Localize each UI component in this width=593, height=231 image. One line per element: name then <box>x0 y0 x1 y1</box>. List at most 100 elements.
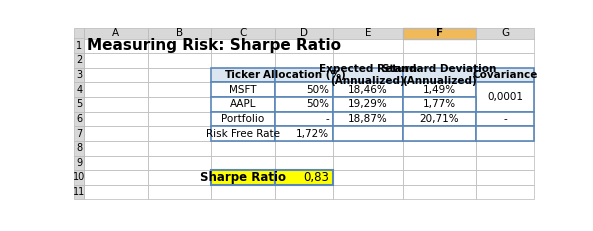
Bar <box>403 112 476 126</box>
Bar <box>476 155 534 170</box>
Text: B: B <box>176 28 183 38</box>
Bar <box>333 97 403 112</box>
Bar <box>148 155 211 170</box>
Text: A: A <box>113 28 120 38</box>
Bar <box>476 126 534 141</box>
Bar <box>333 112 403 126</box>
Bar <box>403 68 476 82</box>
Text: 19,29%: 19,29% <box>348 99 388 109</box>
Bar <box>84 141 148 155</box>
Bar <box>333 82 403 97</box>
Bar <box>148 126 211 141</box>
Bar <box>333 97 403 112</box>
Bar <box>403 28 476 39</box>
Bar <box>476 126 534 141</box>
Bar <box>476 68 534 82</box>
Bar <box>275 28 333 39</box>
Bar <box>84 155 148 170</box>
Bar <box>275 141 333 155</box>
Bar <box>333 39 403 53</box>
Bar <box>74 97 84 112</box>
Bar <box>148 68 211 82</box>
Bar <box>74 170 84 185</box>
Bar <box>275 82 333 97</box>
Bar <box>333 126 403 141</box>
Bar <box>476 53 534 68</box>
Bar <box>211 97 275 112</box>
Text: 5: 5 <box>76 99 82 109</box>
Bar <box>476 170 534 185</box>
Bar <box>84 112 148 126</box>
Text: 20,71%: 20,71% <box>420 114 460 124</box>
Bar <box>275 97 333 112</box>
Text: 9: 9 <box>76 158 82 168</box>
Bar <box>476 28 534 39</box>
Bar <box>403 82 476 97</box>
Bar <box>403 170 476 185</box>
Bar <box>275 185 333 199</box>
Bar <box>476 141 534 155</box>
Text: Standard Deviation
(Annualized): Standard Deviation (Annualized) <box>382 64 497 86</box>
Bar <box>476 82 534 97</box>
Bar <box>84 39 148 53</box>
Text: 10: 10 <box>73 173 85 182</box>
Bar <box>84 28 148 39</box>
Text: -: - <box>503 114 507 124</box>
Bar <box>148 185 211 199</box>
Text: 2: 2 <box>76 55 82 65</box>
Text: 7: 7 <box>76 129 82 139</box>
Bar <box>403 126 476 141</box>
Bar <box>74 53 84 68</box>
Bar <box>275 170 333 185</box>
Text: 18,46%: 18,46% <box>348 85 388 95</box>
Bar <box>476 39 534 53</box>
Text: -: - <box>326 114 329 124</box>
Text: Covariance: Covariance <box>473 70 538 80</box>
Bar <box>403 112 476 126</box>
Bar <box>211 112 275 126</box>
Text: 1,77%: 1,77% <box>423 99 456 109</box>
Bar <box>333 28 403 39</box>
Text: 6: 6 <box>76 114 82 124</box>
Bar <box>476 112 534 126</box>
Bar <box>211 141 275 155</box>
Bar <box>211 185 275 199</box>
Bar <box>275 155 333 170</box>
Bar <box>148 53 211 68</box>
Bar <box>211 68 275 82</box>
Bar <box>275 170 333 185</box>
Bar <box>74 155 84 170</box>
Bar <box>84 185 148 199</box>
Bar <box>403 82 476 97</box>
Bar <box>275 126 333 141</box>
Bar <box>403 185 476 199</box>
Bar <box>333 155 403 170</box>
Bar <box>148 39 211 53</box>
Bar <box>403 39 476 53</box>
Text: Sharpe Ratio: Sharpe Ratio <box>200 171 286 184</box>
Bar <box>74 82 84 97</box>
Bar <box>148 170 211 185</box>
Bar <box>84 97 148 112</box>
Bar <box>275 112 333 126</box>
Bar <box>148 112 211 126</box>
Bar <box>333 68 403 82</box>
Bar <box>333 170 403 185</box>
Bar <box>403 53 476 68</box>
Bar <box>403 126 476 141</box>
Bar <box>211 170 275 185</box>
Bar <box>333 185 403 199</box>
Bar <box>275 82 333 97</box>
Text: 0,83: 0,83 <box>303 171 329 184</box>
Text: 1,49%: 1,49% <box>423 85 456 95</box>
Text: 0,0001: 0,0001 <box>487 92 523 102</box>
Bar <box>84 126 148 141</box>
Text: MSFT: MSFT <box>229 85 257 95</box>
Bar <box>74 185 84 199</box>
Bar <box>74 68 84 82</box>
Bar <box>476 68 534 82</box>
Bar <box>403 97 476 112</box>
Bar <box>74 141 84 155</box>
Text: Allocation (%): Allocation (%) <box>263 70 345 80</box>
Text: Portfolio: Portfolio <box>221 114 264 124</box>
